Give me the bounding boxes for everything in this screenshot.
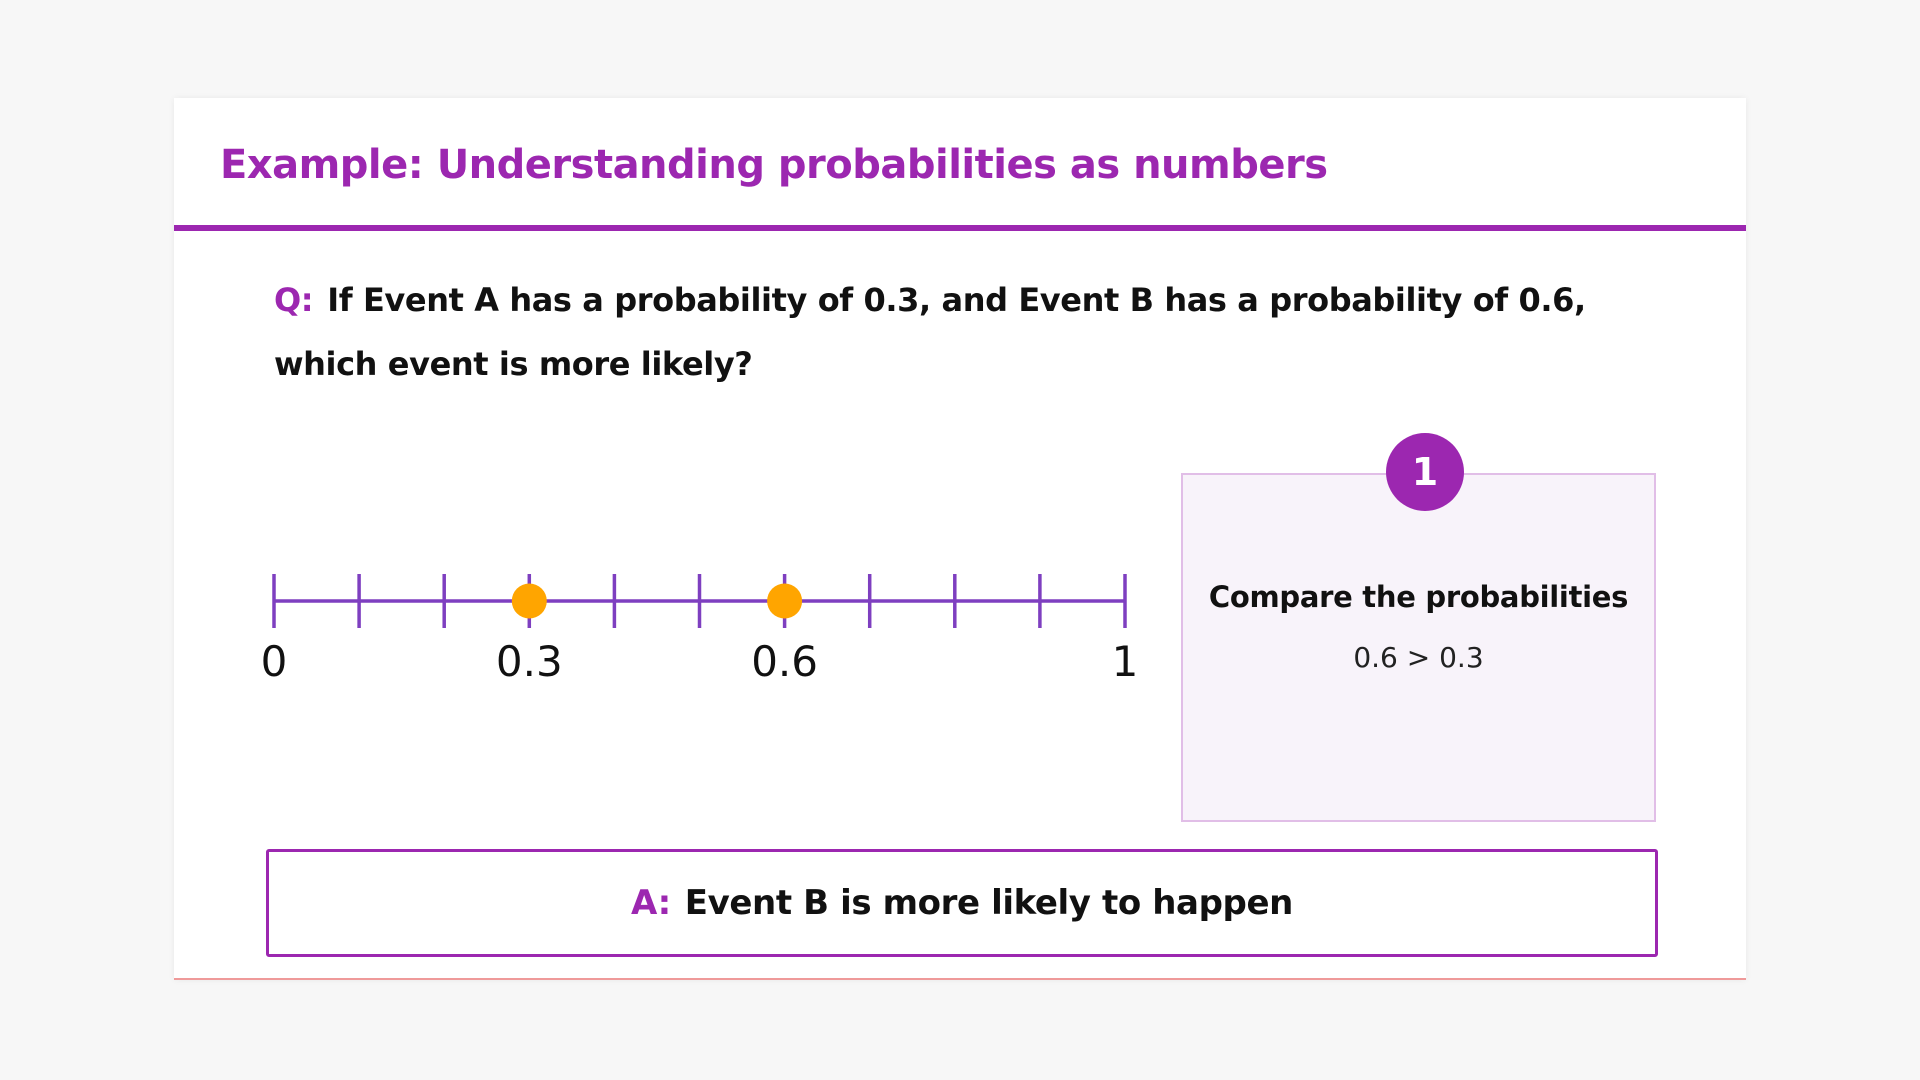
answer-box: A: Event B is more likely to happen [266,849,1658,957]
number-line-label: 1 [1112,637,1139,686]
probability-point [511,583,547,619]
step-body: 0.6 > 0.3 [1353,641,1484,674]
number-line-label: 0.6 [751,637,818,686]
number-line: 0 0.3 0.6 1 [261,574,1139,686]
number-line-label: 0 [261,637,288,686]
step-number-badge: 1 [1386,433,1464,511]
slide: Example: Understanding probabilities as … [174,98,1746,980]
question-prefix: Q: [274,281,314,319]
question-text: If Event A has a probability of 0.3, and… [274,281,1586,383]
question: Q: If Event A has a probability of 0.3, a… [274,268,1614,396]
probability-point [767,583,803,619]
step-title: Compare the probabilities [1208,580,1629,614]
slide-header: Example: Understanding probabilities as … [174,98,1746,231]
step-card [1181,473,1656,822]
number-line-label: 0.3 [496,637,563,686]
answer-text: Event B is more likely to happen [684,883,1294,923]
answer-prefix: A: [631,883,671,923]
page-title: Example: Understanding probabilities as … [220,142,1328,188]
